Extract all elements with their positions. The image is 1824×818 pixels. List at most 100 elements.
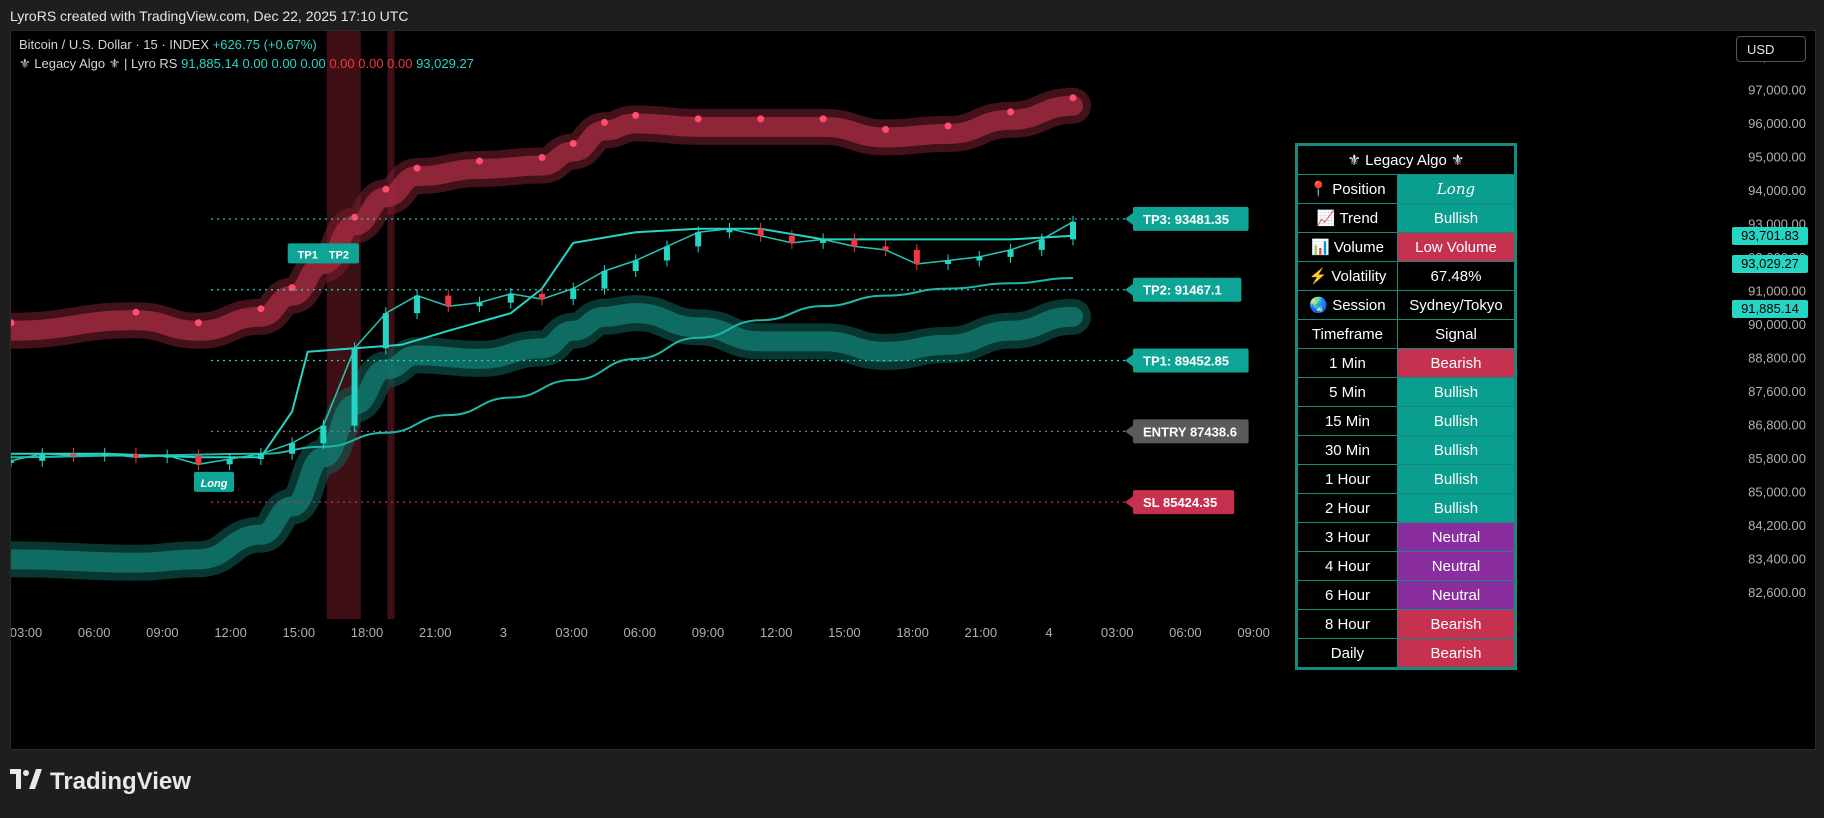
- chart-legend: Bitcoin / U.S. Dollar · 15 · INDEX +626.…: [19, 35, 474, 73]
- candle-body: [788, 235, 795, 243]
- candle-body: [414, 295, 421, 314]
- row-value: Sydney/Tokyo: [1396, 290, 1516, 320]
- candle-body: [601, 271, 608, 289]
- indicator-row: ⚜ Legacy Algo ⚜ | Lyro RS 91,885.14 0.00…: [19, 54, 474, 73]
- upper-band-dot: [944, 122, 952, 130]
- table-row: 15 Min Bullish: [1297, 406, 1516, 436]
- signal-cell: Bearish: [1396, 348, 1516, 378]
- indicator-value: 0.00: [383, 56, 413, 71]
- candle-body: [39, 453, 46, 461]
- indicator-name[interactable]: ⚜ Legacy Algo ⚜: [19, 56, 121, 71]
- symbol-line[interactable]: Bitcoin / U.S. Dollar · 15 · INDEX: [19, 37, 209, 52]
- price-change: +626.75 (+0.67%): [212, 37, 317, 52]
- signal-cell: Bearish: [1396, 638, 1516, 668]
- table-row: 🌏 Session Sydney/Tokyo: [1297, 290, 1516, 320]
- timeframe-cell: 30 Min: [1297, 435, 1398, 465]
- upper-band-dot: [132, 308, 140, 316]
- chart-panel[interactable]: Long TP1 TP2 TP3: 93481.35 TP2: 91467.1 TP1: …: [10, 30, 1816, 750]
- level-label-arrow: [1125, 212, 1133, 225]
- indicator-value: 0.00: [354, 56, 384, 71]
- level-label-box: [1133, 419, 1249, 444]
- price-tag: 93,029.27: [1732, 255, 1808, 273]
- x-tick-label: 18:00: [351, 625, 384, 640]
- timeframe-cell: 6 Hour: [1297, 580, 1398, 610]
- upper-band-dot: [757, 115, 765, 123]
- upper-band-dot: [351, 213, 359, 221]
- currency-button[interactable]: USD: [1736, 36, 1806, 62]
- table-col-header-row: Timeframe Signal: [1297, 319, 1516, 349]
- candle-body: [195, 455, 202, 465]
- price-tag: 91,885.14: [1732, 300, 1808, 318]
- candle-body: [101, 453, 108, 456]
- row-label: 📊 Volume: [1297, 232, 1398, 262]
- x-tick-label: 12:00: [214, 625, 247, 640]
- symbol-row: Bitcoin / U.S. Dollar · 15 · INDEX +626.…: [19, 35, 474, 54]
- level-label-arrow: [1125, 496, 1133, 509]
- timeframe-cell: 3 Hour: [1297, 522, 1398, 552]
- candle-body: [695, 232, 702, 247]
- y-tick-label: 96,000.00: [1748, 116, 1806, 131]
- x-tick-label: 06:00: [1169, 625, 1202, 640]
- x-tick-label: 06:00: [78, 625, 111, 640]
- x-tick-label: 09:00: [146, 625, 179, 640]
- candle-body: [257, 453, 264, 460]
- highlight-zone: [326, 31, 361, 619]
- candle-body: [1038, 239, 1045, 250]
- timeframe-cell: 5 Min: [1297, 377, 1398, 407]
- signal-marker-label: TP1: [298, 249, 318, 261]
- table-row: Daily Bearish: [1297, 638, 1516, 668]
- candle-body: [320, 425, 327, 444]
- signal-marker-label: TP2: [329, 249, 349, 261]
- upper-band-dot: [632, 111, 640, 119]
- candle-body: [11, 460, 14, 463]
- signal-cell: Neutral: [1396, 580, 1516, 610]
- table-row: 📊 Volume Low Volume: [1297, 232, 1516, 262]
- x-tick-label: 21:00: [965, 625, 998, 640]
- table-row: 30 Min Bullish: [1297, 435, 1516, 465]
- level-label: SL 85424.35: [1143, 495, 1217, 510]
- indicator-value: 0.00: [325, 56, 355, 71]
- x-tick-label: 03:00: [555, 625, 588, 640]
- y-tick-label: 95,000.00: [1748, 150, 1806, 165]
- candle-body: [476, 302, 483, 307]
- candle-body: [976, 256, 983, 261]
- table-row: ⚡ Volatility 67.48%: [1297, 261, 1516, 291]
- y-tick-label: 85,000.00: [1748, 485, 1806, 500]
- signal-cell: Bullish: [1396, 464, 1516, 494]
- candle-body: [445, 295, 452, 307]
- upper-band-dot: [538, 154, 546, 162]
- signal-cell: Neutral: [1396, 522, 1516, 552]
- candle-body: [882, 246, 889, 250]
- table-row: 📍 Position Long: [1297, 174, 1516, 204]
- candle-body: [1070, 221, 1076, 240]
- upper-band-dot: [382, 185, 390, 193]
- indicator-author: | Lyro RS: [124, 56, 178, 71]
- table-row: 📈 Trend Bullish: [1297, 203, 1516, 233]
- x-tick-label: 03:00: [11, 625, 42, 640]
- signal-marker-label: Long: [201, 478, 228, 490]
- x-tick-label: 03:00: [1101, 625, 1134, 640]
- table-row: 8 Hour Bearish: [1297, 609, 1516, 639]
- timeframe-cell: 2 Hour: [1297, 493, 1398, 523]
- table-row: 1 Min Bearish: [1297, 348, 1516, 378]
- indicator-value: 0.00: [296, 56, 326, 71]
- candle-body: [382, 313, 389, 349]
- trailing-stop-line: [11, 227, 1074, 459]
- indicator-value: 0.00: [267, 56, 297, 71]
- table-row: 6 Hour Neutral: [1297, 580, 1516, 610]
- signal-marker: [318, 243, 359, 264]
- price-chart[interactable]: Long TP1 TP2 TP3: 93481.35 TP2: 91467.1 TP1: …: [11, 31, 1815, 749]
- row-value: Low Volume: [1396, 232, 1516, 262]
- level-label-box: [1133, 206, 1249, 231]
- candle-body: [726, 228, 733, 233]
- tradingview-logo[interactable]: TradingView: [10, 768, 191, 796]
- x-tick-label: 12:00: [760, 625, 793, 640]
- row-label: 📍 Position: [1297, 174, 1398, 204]
- candle-body: [913, 249, 920, 264]
- upper-band-dot: [1069, 94, 1077, 102]
- x-tick-label: 18:00: [896, 625, 929, 640]
- level-label: TP3: 93481.35: [1143, 212, 1229, 227]
- y-tick-label: 90,000.00: [1748, 317, 1806, 332]
- candle-body: [757, 228, 764, 236]
- timeframe-cell: 1 Hour: [1297, 464, 1398, 494]
